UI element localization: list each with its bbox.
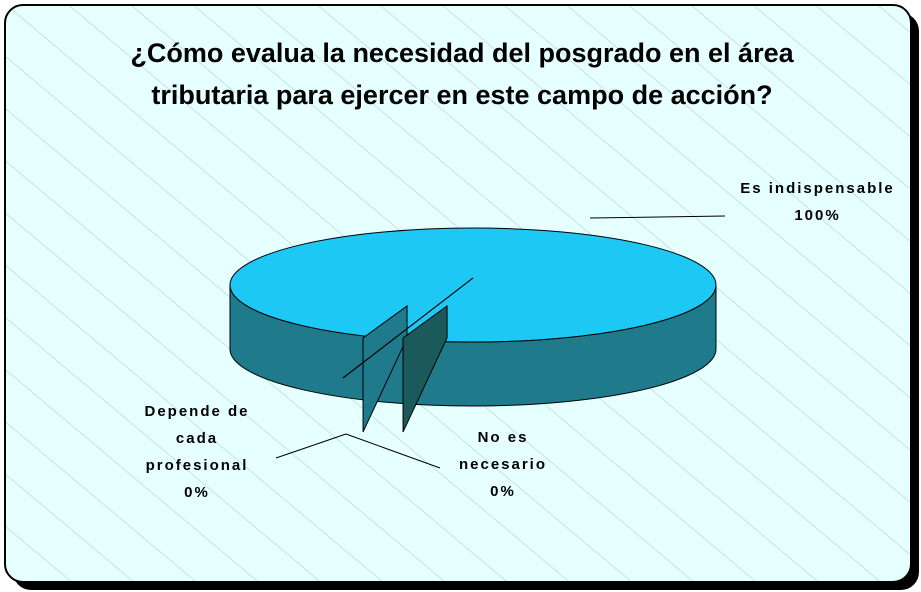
- leader-line: [345, 433, 441, 469]
- label-value: 0%: [490, 483, 516, 500]
- leader-line: [275, 433, 347, 459]
- pie: [229, 227, 717, 433]
- chart-title: ¿Cómo evalua la necesidad del posgrado e…: [130, 38, 794, 110]
- label-value: 100%: [794, 207, 841, 224]
- leader-line: [589, 215, 726, 219]
- label-category: Es indispensable: [740, 180, 895, 197]
- label-category: Depende de cada profesional: [144, 403, 250, 474]
- label-value: 0%: [184, 484, 210, 501]
- label-category: No es necesario: [458, 429, 548, 473]
- data-label: Depende de cada profesional 0%: [122, 398, 272, 506]
- pie-slice: [342, 277, 474, 379]
- data-label: No es necesario 0%: [438, 424, 568, 505]
- data-label: Es indispensable 100%: [735, 175, 900, 229]
- pie-slice: [229, 227, 717, 343]
- pie-slice-edge: [402, 304, 448, 433]
